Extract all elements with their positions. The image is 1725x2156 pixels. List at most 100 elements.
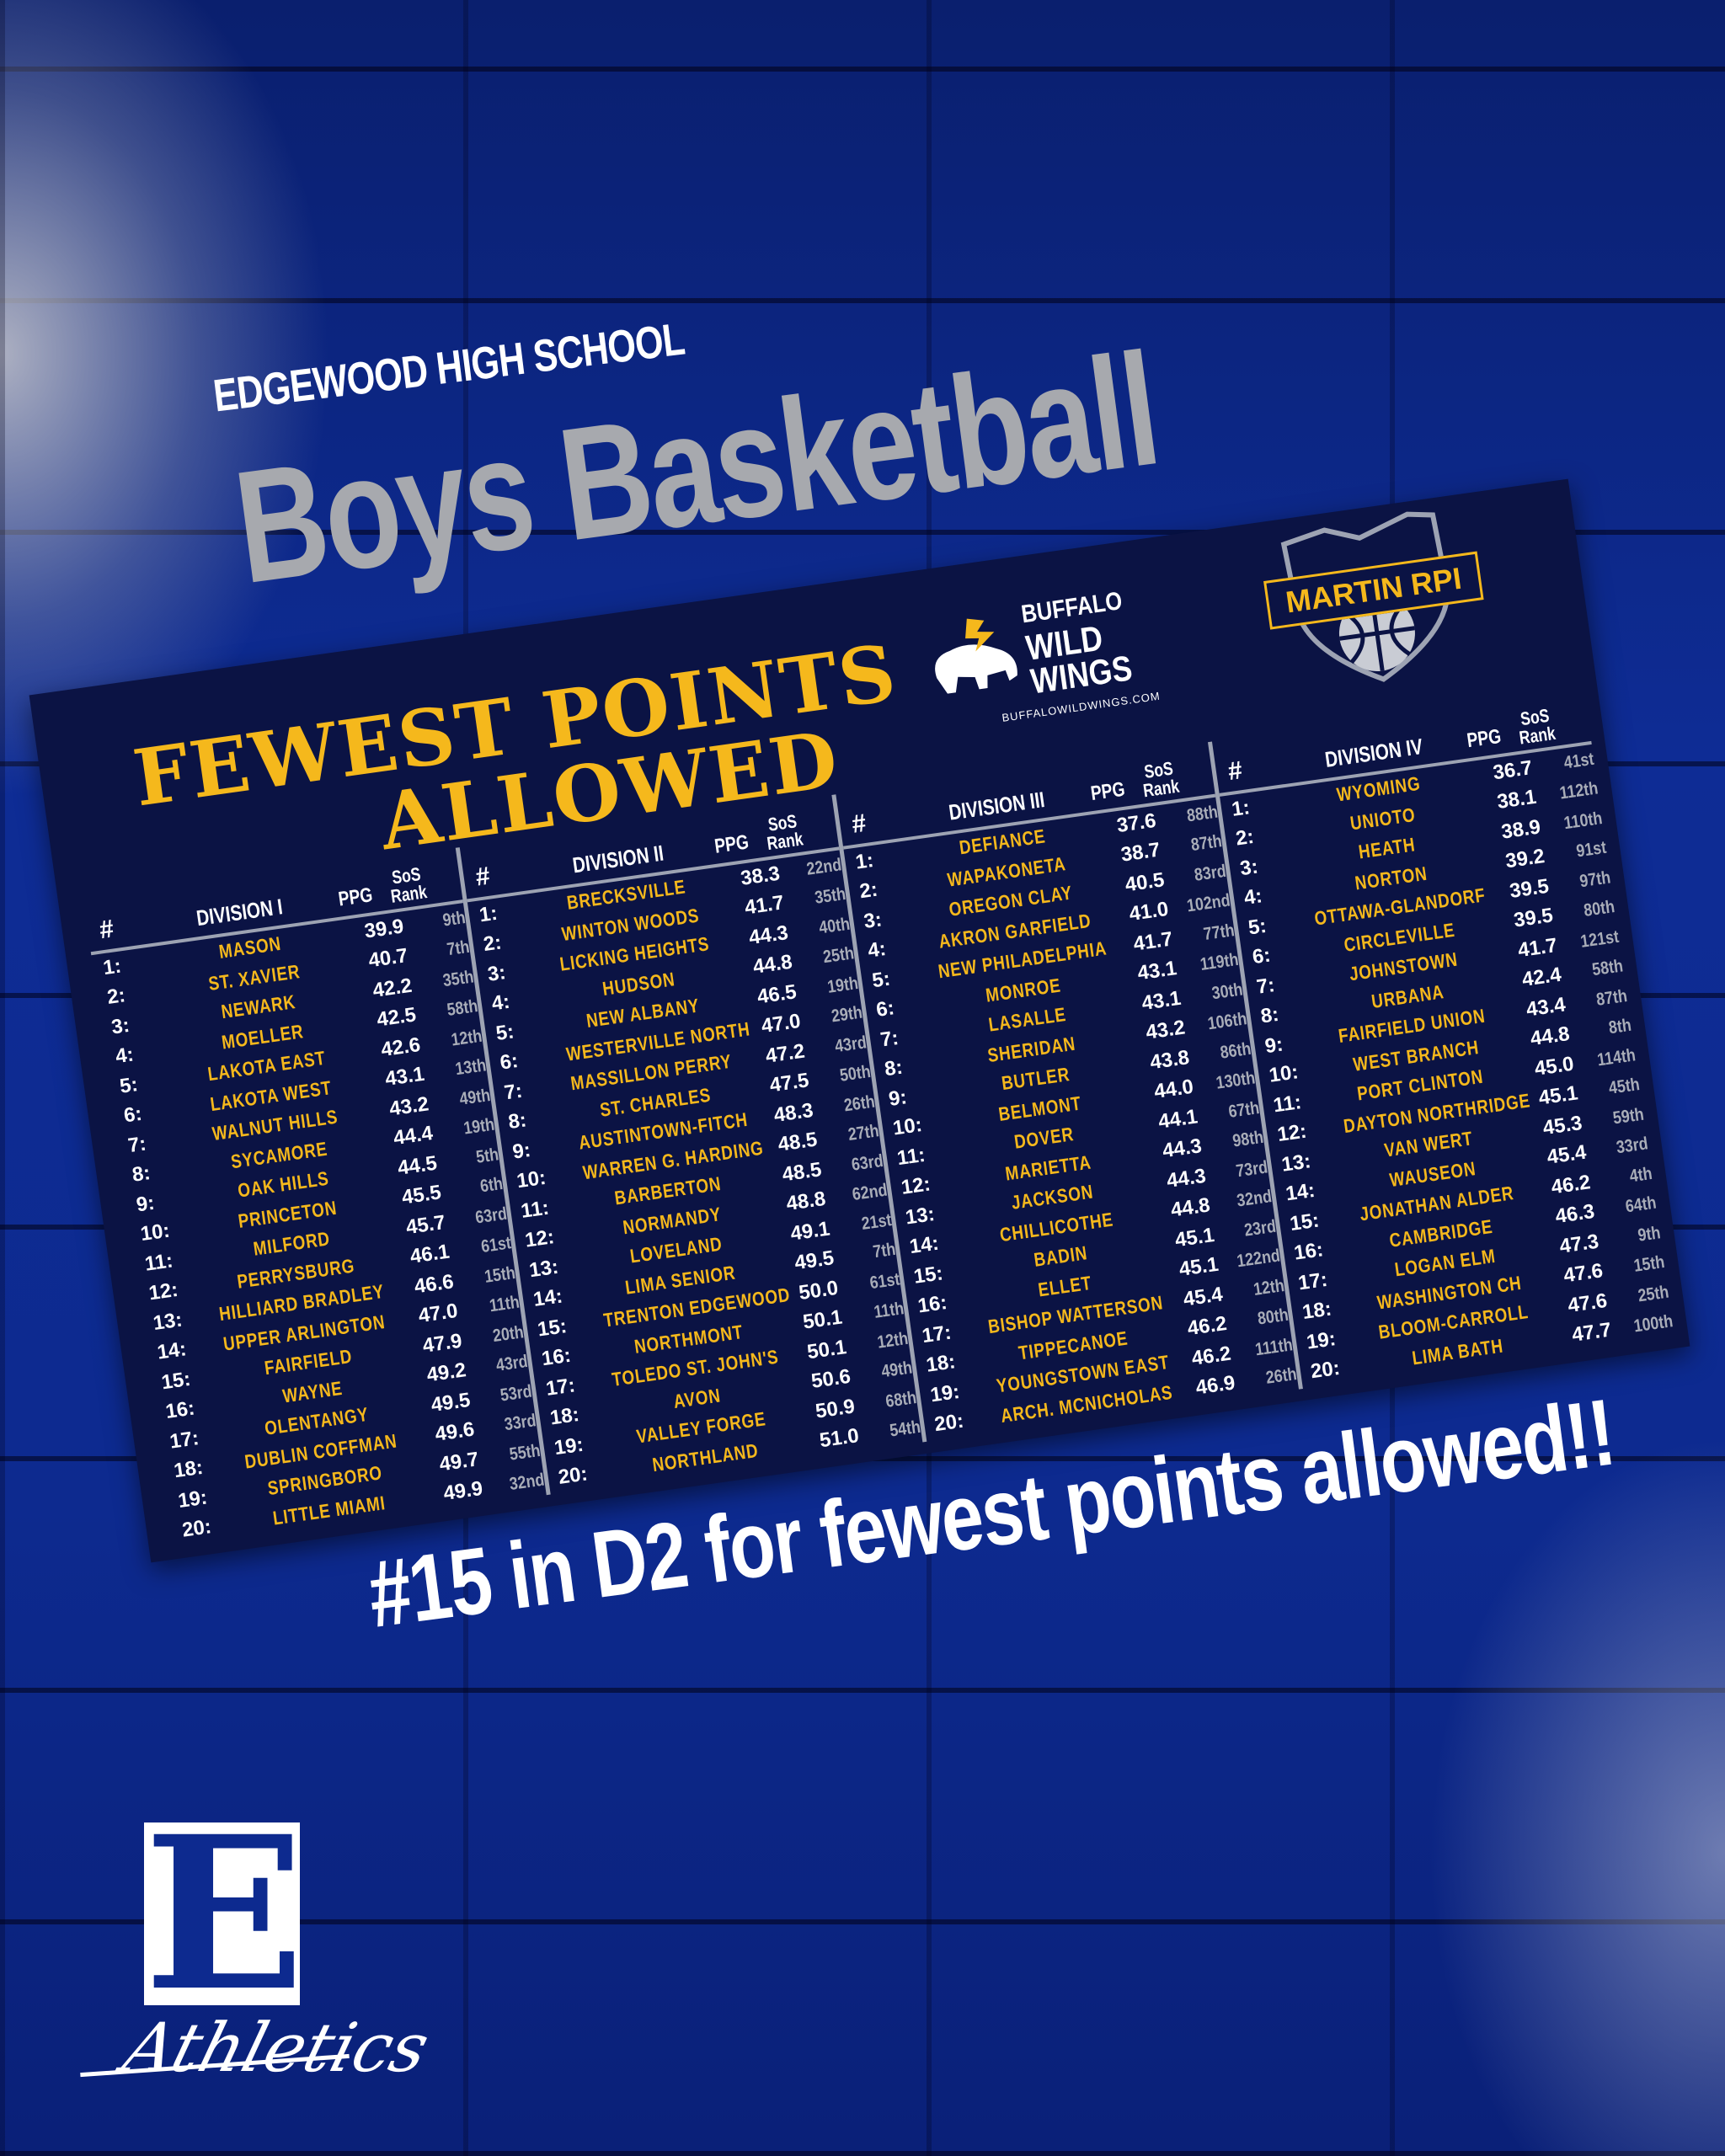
ppg-value: 38.3 — [739, 862, 782, 890]
ppg-value: 44.8 — [751, 950, 794, 979]
sos-rank: 13th — [454, 1055, 488, 1080]
ppg-value: 45.4 — [1182, 1283, 1225, 1311]
ppg-value: 46.2 — [1186, 1312, 1229, 1341]
sos-rank: 40th — [817, 914, 852, 938]
ppg-value: 47.3 — [1557, 1230, 1600, 1258]
sos-rank: 50th — [838, 1062, 873, 1086]
rank-number: 5: — [1247, 914, 1268, 940]
ppg-value: 47.6 — [1562, 1259, 1605, 1288]
buffalo-icon — [935, 618, 1017, 694]
ppg-value: 47.0 — [417, 1299, 460, 1328]
ppg-value: 48.5 — [780, 1157, 823, 1187]
sos-rank: 45th — [1607, 1075, 1642, 1099]
edgewood-e-logo: E — [144, 1822, 300, 2005]
sos-rank: 83rd — [1193, 861, 1228, 885]
ppg-value: 44.0 — [1152, 1075, 1195, 1104]
rank-number: 18: — [172, 1456, 205, 1483]
header-number: # — [98, 915, 116, 945]
header-number: # — [473, 862, 492, 892]
header-ppg: PPG — [713, 830, 750, 858]
sos-rank: 7th — [872, 1240, 897, 1262]
sos-rank: 41st — [1562, 749, 1595, 773]
header-rank: Rank — [1518, 722, 1557, 749]
ppg-value: 42.4 — [1520, 963, 1563, 992]
sos-rank: 63rd — [850, 1150, 884, 1175]
rank-number: 16: — [540, 1343, 573, 1371]
rank-number: 16: — [1292, 1238, 1325, 1265]
rank-number: 15: — [536, 1314, 569, 1342]
rank-number: 20: — [557, 1462, 590, 1490]
division-name: DIVISION I — [195, 894, 285, 931]
sos-rank: 102nd — [1185, 890, 1231, 916]
ppg-value: 41.7 — [743, 891, 786, 920]
rank-number: 3: — [862, 908, 884, 933]
sos-rank: 25th — [821, 943, 856, 968]
header-number: # — [1226, 756, 1244, 787]
ppg-value: 43.8 — [1148, 1045, 1191, 1075]
ppg-value: 38.1 — [1495, 785, 1538, 814]
sos-rank: 87th — [1594, 985, 1629, 1010]
ppg-value: 44.8 — [1529, 1022, 1572, 1051]
sos-rank: 32nd — [1235, 1187, 1274, 1211]
sos-rank: 98th — [1231, 1127, 1265, 1151]
ppg-value: 39.9 — [362, 915, 405, 943]
rank-number: 12: — [900, 1172, 932, 1200]
ppg-value: 46.9 — [1194, 1371, 1237, 1400]
rank-number: 1: — [478, 901, 499, 927]
ppg-value: 44.3 — [1165, 1164, 1208, 1193]
header-rank: Rank — [1141, 775, 1181, 802]
header-ppg: PPG — [1089, 777, 1127, 806]
rank-number: 6: — [122, 1102, 144, 1128]
ppg-value: 47.6 — [1566, 1289, 1609, 1317]
rank-number: 15: — [912, 1262, 945, 1289]
sos-rank: 26th — [842, 1091, 877, 1116]
rank-number: 15: — [1288, 1209, 1321, 1235]
rank-number: 2: — [1234, 825, 1256, 851]
sos-rank: 100th — [1632, 1311, 1674, 1337]
ppg-value: 41.7 — [1516, 933, 1559, 963]
rank-number: 7: — [126, 1132, 148, 1157]
rank-number: 11: — [519, 1196, 551, 1223]
rank-number: 2: — [482, 931, 504, 957]
division-name: DIVISION IV — [1323, 733, 1424, 772]
rank-number: 7: — [879, 1026, 900, 1052]
sos-rank: 88th — [1185, 802, 1220, 826]
ppg-value: 50.1 — [801, 1305, 844, 1334]
rank-number: 7: — [1255, 973, 1277, 999]
rank-number: 8: — [883, 1055, 905, 1081]
sos-rank: 15th — [1632, 1252, 1666, 1277]
ppg-value: 47.7 — [1570, 1318, 1613, 1348]
ppg-value: 49.9 — [441, 1477, 484, 1506]
rank-number: 16: — [163, 1396, 196, 1424]
header-ppg: PPG — [337, 883, 374, 911]
ppg-value: 43.1 — [1135, 957, 1178, 985]
sos-rank: 25th — [1637, 1282, 1670, 1306]
ppg-value: 49.5 — [793, 1246, 836, 1275]
sos-rank: 61st — [479, 1233, 513, 1257]
sos-rank: 15th — [483, 1262, 517, 1287]
rank-number: 1: — [101, 954, 123, 979]
header-number: # — [850, 808, 868, 839]
rank-number: 1: — [853, 848, 875, 874]
rank-number: 19: — [928, 1380, 961, 1407]
rank-number: 14: — [155, 1337, 189, 1364]
rank-number: 2: — [857, 878, 879, 904]
header-ppg: PPG — [1465, 724, 1503, 753]
rank-number: 4: — [114, 1043, 136, 1069]
sos-rank: 8th — [1607, 1015, 1633, 1038]
header-rank: Rank — [389, 881, 429, 907]
sos-rank: 122nd — [1235, 1246, 1282, 1272]
ppg-value: 46.2 — [1190, 1342, 1233, 1370]
sos-rank: 121st — [1579, 926, 1621, 952]
sos-rank: 106th — [1206, 1009, 1248, 1034]
sos-rank: 110th — [1562, 808, 1604, 833]
sos-rank: 59th — [1611, 1104, 1646, 1129]
sos-rank: 19th — [825, 973, 860, 997]
ppg-value: 47.0 — [760, 1010, 803, 1038]
ppg-value: 42.6 — [379, 1033, 422, 1061]
sos-rank: 77th — [1202, 920, 1236, 944]
ppg-value: 43.2 — [1144, 1016, 1187, 1044]
ppg-value: 40.7 — [366, 944, 409, 973]
rank-number: 5: — [118, 1072, 140, 1098]
buffalo-wild-wings-logo: BUFFALO WILD WINGS BUFFALOWILDWINGS.COM — [918, 566, 1212, 738]
